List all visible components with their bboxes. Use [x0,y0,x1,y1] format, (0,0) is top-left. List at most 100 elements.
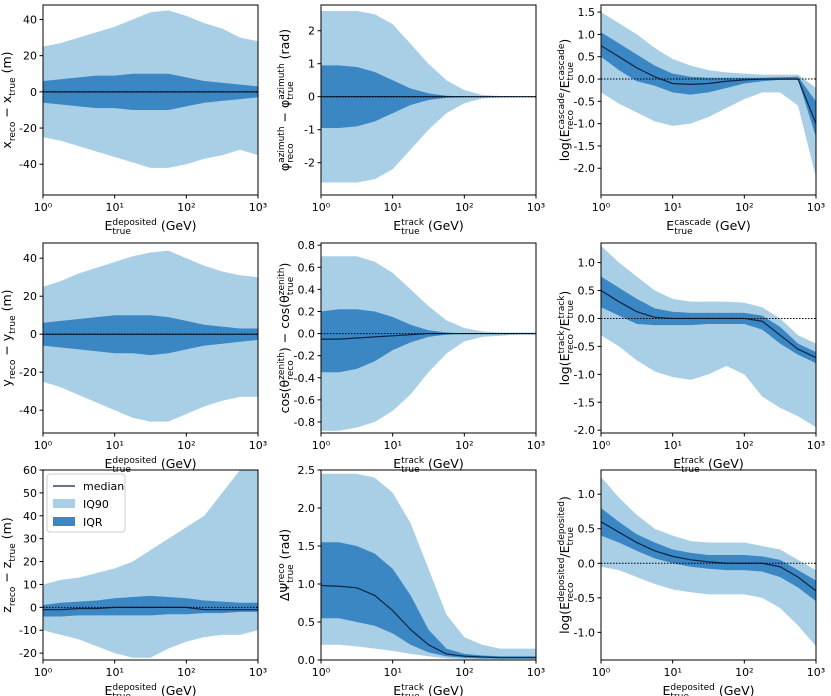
label-part: reco [566,109,576,129]
x-tick-label: 10¹ [383,666,401,679]
y-axis-label: ΔΨtruereco (rad) [277,529,296,601]
label-part: E [663,683,671,696]
label-part: deposited [112,456,156,466]
label-part: (m) [0,517,14,543]
y-tick-label: 0 [308,91,315,104]
y-tick-label: 0.5 [578,523,596,536]
label-part: reco [566,333,576,353]
y-tick-label: -2.0 [574,162,595,175]
y-tick-label: -2.0 [574,424,595,437]
y-tick-label: 20 [23,290,37,303]
x-tick-label: 10⁰ [312,666,331,679]
y-tick-label: 30 [23,533,37,546]
label-part: − φ [277,100,292,127]
label-part: true [674,227,693,237]
label-part: cascade [674,218,711,228]
band [601,12,816,178]
label-part: /E [557,80,572,92]
label-part: E [105,683,113,696]
label-part: (GeV) [715,683,755,696]
legend-swatch [53,517,75,526]
y-axis-label: log(Erecotrack/Etruetrack) [557,291,576,386]
label-part: E [105,456,113,471]
y-tick-label: -1.0 [574,118,595,131]
y-tick-label: 0.8 [298,239,316,252]
x-tick-label: 10² [735,666,753,679]
y-tick-label: -0.5 [574,340,595,353]
plot-area [43,250,258,422]
y-axis-label: log(Erecocascade/Etruecascade) [557,39,576,162]
y-tick-label: 0.5 [578,285,596,298]
plot-area [321,473,536,660]
y-tick-label: 0 [30,86,37,99]
y-tick-label: 0.0 [298,654,316,667]
band [601,276,816,364]
y-tick-label: 0 [30,601,37,614]
legend-label: median [83,480,124,493]
x-tick-label: 10⁰ [592,201,611,214]
label-part: E [393,218,401,233]
label-part: track [557,295,567,319]
label-part: true [566,62,576,81]
y-tick-label: 0.5 [578,51,596,64]
x-tick-label: 10⁰ [34,201,53,214]
label-part: ) [557,39,572,44]
label-part: true [8,77,18,96]
label-part: log(E [557,602,572,634]
y-tick-label: 40 [23,252,37,265]
x-axis-label: Etruetrack (GeV) [673,456,743,475]
label-part: cascade [557,43,567,80]
y-tick-label: -20 [19,366,37,379]
axes-frame [42,469,259,661]
label-part: (GeV) [424,218,464,233]
y-tick-label: -1.0 [574,626,595,639]
label-part: true [401,227,420,237]
y-tick-label: 1.5 [298,540,316,553]
y-tick-label: -1.0 [574,368,595,381]
legend-label: IQ90 [83,498,109,511]
label-part: true [112,692,131,696]
x-tick-label: 10³ [807,201,825,214]
panel: -0.8 -0.6 -0.4 -0.2 0.0 0.2 0.4 0.6 0.8 10⁰ 10¹ 10²… [277,239,545,475]
y-axis-label: cos(θrecozenith) − cos(θtruezenith) [277,263,296,414]
y-tick-label: 0.0 [578,73,596,86]
plot-area [43,470,258,658]
panel: -1.0-0.50.00.51.010⁰10¹10²10³Etruedeposi… [557,469,825,696]
label-part: ) [277,263,292,268]
legend-swatch [53,499,75,508]
panel: -20-10010203040506010⁰10¹10²10³Etruedepo… [0,464,267,696]
y-tick-label: -40 [19,158,37,171]
label-part: x [0,141,14,148]
label-part: (rad) [277,29,292,63]
plot-area [601,476,816,647]
band [43,315,258,356]
y-tick-label: 1.5 [578,6,596,19]
label-part: reco [8,586,18,606]
label-part: − y [0,333,14,359]
y-tick-label: 40 [23,510,37,523]
x-tick-label: 10⁰ [312,439,331,452]
y-tick-label: 60 [23,464,37,477]
y-tick-label: 1.0 [578,257,596,270]
label-part: log(E [557,353,572,385]
legend-label: IQR [83,516,103,529]
label-part: true [286,276,296,295]
x-tick-label: 10¹ [105,439,123,452]
axes-frame [600,4,817,196]
y-tick-label: -0.6 [294,394,315,407]
label-part: y [0,379,14,387]
median-line [601,521,816,592]
label-part: (GeV) [157,683,197,696]
y-axis-label: yreco − ytrue (m) [0,289,18,386]
axes-frame [320,469,537,661]
x-tick-label: 10³ [527,439,545,452]
label-part: (GeV) [424,683,464,696]
label-part: (rad) [277,529,292,563]
label-part: true [286,564,296,583]
plot-area [321,10,536,183]
label-part: deposited [112,683,156,693]
label-part: true [401,692,420,696]
x-axis-label: Etruedeposited (GeV) [105,456,197,475]
label-part: ΔΨ [277,583,292,602]
